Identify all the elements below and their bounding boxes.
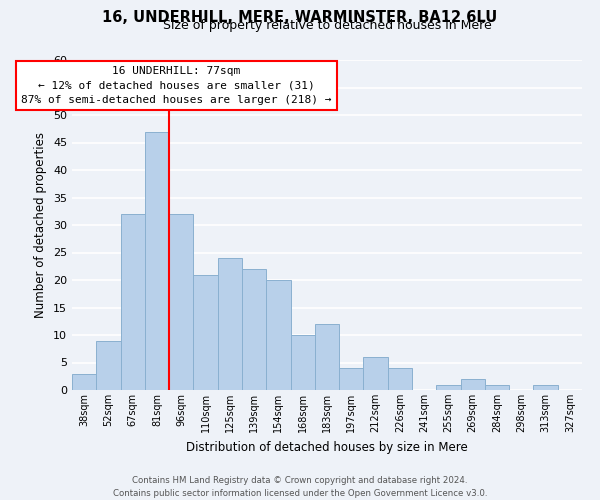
Bar (339, 368, 364, 390)
Bar (242, 269, 266, 390)
Bar (193, 274, 218, 390)
Bar (72, 374, 96, 390)
Y-axis label: Number of detached properties: Number of detached properties (34, 132, 47, 318)
Bar (533, 384, 558, 390)
Bar (461, 379, 485, 390)
Bar (169, 214, 193, 390)
X-axis label: Distribution of detached houses by size in Mere: Distribution of detached houses by size … (186, 440, 468, 454)
Text: 16, UNDERHILL, MERE, WARMINSTER, BA12 6LU: 16, UNDERHILL, MERE, WARMINSTER, BA12 6L… (103, 10, 497, 25)
Bar (485, 384, 509, 390)
Text: Contains HM Land Registry data © Crown copyright and database right 2024.
Contai: Contains HM Land Registry data © Crown c… (113, 476, 487, 498)
Bar (96, 340, 121, 390)
Bar (364, 357, 388, 390)
Bar (145, 132, 169, 390)
Text: 16 UNDERHILL: 77sqm
← 12% of detached houses are smaller (31)
87% of semi-detach: 16 UNDERHILL: 77sqm ← 12% of detached ho… (21, 66, 332, 105)
Bar (388, 368, 412, 390)
Title: Size of property relative to detached houses in Mere: Size of property relative to detached ho… (163, 20, 491, 32)
Bar (218, 258, 242, 390)
Bar (266, 280, 290, 390)
Bar (290, 335, 315, 390)
Bar (436, 384, 461, 390)
Bar (315, 324, 339, 390)
Bar (121, 214, 145, 390)
